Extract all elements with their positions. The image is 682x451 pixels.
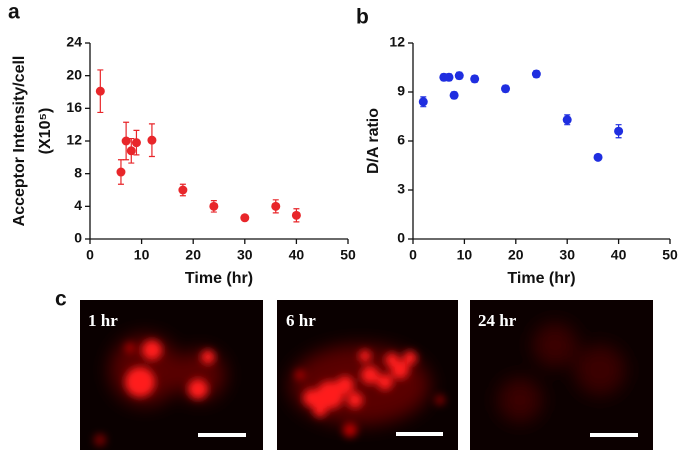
data-point	[470, 74, 480, 84]
x-axis-label: Time (hr)	[185, 270, 253, 287]
data-point	[531, 69, 541, 79]
y-tick-label: 0	[397, 230, 405, 246]
scale-bar	[198, 433, 246, 437]
x-tick-label: 20	[185, 247, 201, 263]
image-label: 6 hr	[286, 311, 316, 330]
data-point	[593, 152, 603, 162]
data-point	[116, 167, 126, 177]
y-tick-label: 8	[74, 164, 82, 180]
data-point	[126, 146, 136, 156]
data-point	[418, 97, 428, 107]
y-tick-label: 0	[74, 230, 82, 246]
x-tick-label: 50	[662, 247, 678, 263]
x-tick-label: 10	[134, 247, 150, 263]
data-point	[614, 126, 624, 136]
data-point	[240, 213, 250, 223]
y-tick-label: 9	[397, 83, 405, 99]
image-label: 1 hr	[88, 311, 118, 330]
data-point	[131, 138, 141, 148]
data-point	[271, 201, 281, 211]
micrograph: 1 hr	[80, 300, 263, 450]
y-tick-label: 12	[66, 132, 82, 148]
data-point	[444, 72, 454, 82]
x-tick-label: 10	[457, 247, 473, 263]
scale-bar	[396, 432, 443, 436]
data-point	[209, 201, 219, 211]
data-point	[95, 86, 105, 96]
y-tick-label: 24	[66, 34, 82, 50]
x-tick-label: 40	[611, 247, 627, 263]
micrograph: 6 hr	[277, 300, 458, 450]
data-point	[178, 185, 188, 195]
scale-bar	[590, 433, 638, 437]
y-tick-label: 3	[397, 181, 405, 197]
panel-label: b	[356, 6, 369, 29]
x-tick-label: 40	[289, 247, 305, 263]
y-tick-label: 20	[66, 66, 82, 82]
x-tick-label: 0	[86, 247, 94, 263]
x-tick-label: 0	[409, 247, 417, 263]
data-point	[562, 115, 572, 125]
data-point	[121, 136, 131, 146]
y-axis-label: (X10⁵)	[37, 108, 54, 155]
y-tick-label: 6	[397, 132, 405, 148]
x-tick-label: 30	[237, 247, 253, 263]
x-axis-label: Time (hr)	[507, 270, 575, 287]
x-tick-label: 50	[340, 247, 356, 263]
data-point	[454, 71, 464, 81]
panel-label: a	[8, 1, 20, 24]
data-point	[501, 84, 511, 94]
image-label: 24 hr	[478, 311, 517, 330]
data-point	[291, 210, 301, 220]
y-tick-label: 12	[389, 34, 405, 50]
y-tick-label: 16	[66, 99, 82, 115]
y-axis-label: Acceptor Intensity/cell	[11, 56, 28, 227]
y-axis-label: D/A ratio	[365, 108, 382, 174]
x-tick-label: 20	[508, 247, 524, 263]
micrograph: 24 hr	[470, 300, 653, 450]
data-point	[449, 90, 459, 100]
data-point	[147, 135, 157, 145]
panel-label: c	[55, 288, 67, 311]
x-tick-label: 30	[559, 247, 575, 263]
y-tick-label: 4	[74, 197, 82, 213]
